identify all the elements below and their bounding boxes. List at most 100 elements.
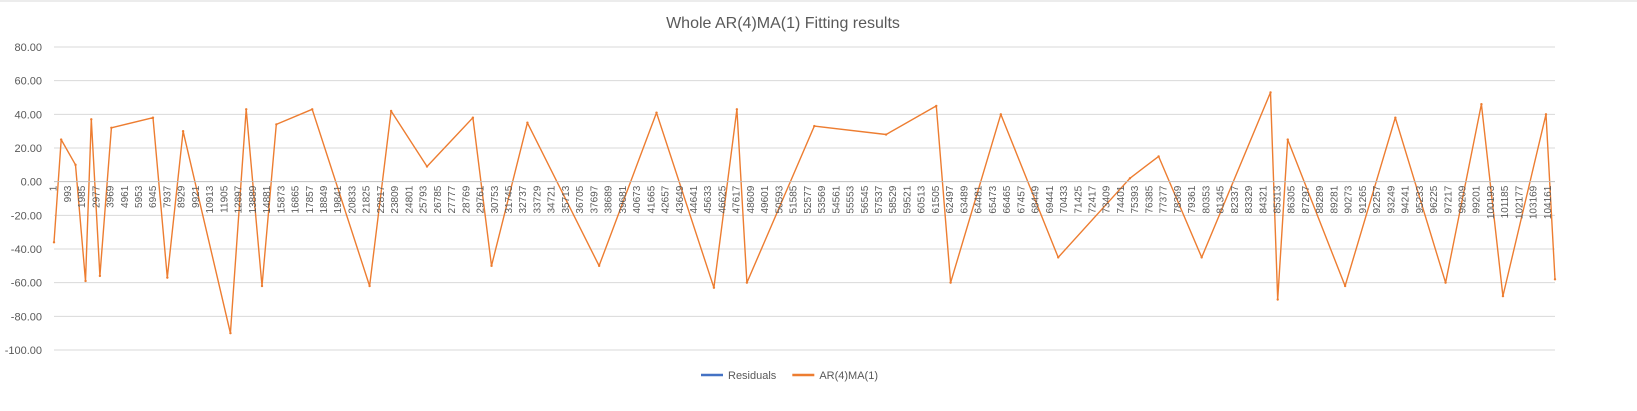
x-tick-label: 104161 (1543, 185, 1554, 219)
x-tick-label: 92257 (1372, 185, 1383, 213)
x-tick-label: 46625 (718, 185, 729, 213)
x-tick-label: 78369 (1173, 185, 1184, 213)
data-point (1157, 155, 1160, 158)
x-tick-label: 61505 (931, 185, 942, 213)
data-point (98, 274, 102, 278)
data-point (275, 123, 278, 126)
x-tick-label: 41665 (646, 185, 657, 213)
x-tick-label: 34721 (547, 185, 558, 213)
x-tick-label: 56545 (860, 185, 871, 213)
x-tick-label: 43649 (675, 185, 686, 213)
x-tick-label: 64481 (974, 185, 985, 213)
data-point (389, 109, 393, 113)
x-tick-label: 84321 (1258, 185, 1269, 213)
x-tick-label: 74401 (1116, 185, 1127, 213)
x-tick-label: 49601 (760, 185, 771, 213)
x-tick-label: 66465 (1002, 185, 1013, 213)
x-tick-label: 62497 (945, 185, 956, 213)
data-point (1501, 294, 1505, 298)
x-tick-label: 1 (49, 185, 60, 191)
y-tick-label: 80.00 (14, 42, 42, 54)
x-tick-label: 51585 (789, 185, 800, 213)
data-point (1200, 256, 1203, 259)
x-tick-label: 75393 (1130, 185, 1141, 213)
data-point (1544, 113, 1548, 116)
x-tick-label: 16865 (291, 185, 302, 213)
x-tick-label: 35713 (561, 185, 572, 213)
x-tick-label: 55553 (846, 185, 857, 213)
x-tick-label: 39681 (618, 185, 629, 213)
x-tick-label: 32737 (518, 185, 529, 213)
x-tick-label: 25793 (419, 185, 430, 213)
x-tick-label: 38689 (604, 185, 615, 213)
x-tick-label: 58529 (888, 185, 899, 213)
x-tick-label: 81345 (1216, 185, 1227, 213)
x-tick-label: 79361 (1187, 185, 1198, 213)
data-point (884, 133, 888, 136)
data-point (735, 108, 739, 111)
data-point (655, 111, 658, 114)
data-point (1394, 116, 1397, 119)
x-tick-label: 40673 (632, 185, 643, 213)
x-tick-label: 87297 (1301, 185, 1312, 213)
x-tick-label: 71425 (1073, 185, 1084, 213)
x-tick-label: 99201 (1472, 185, 1483, 213)
x-tick-label: 6945 (148, 185, 159, 208)
x-tick-label: 11905 (219, 185, 230, 213)
x-tick-label: 89281 (1329, 185, 1340, 213)
x-tick-label: 44641 (689, 185, 700, 213)
data-point (245, 108, 248, 111)
data-point (1480, 103, 1483, 106)
data-point (229, 331, 232, 335)
x-tick-label: 60513 (917, 185, 928, 213)
y-tick-label: -80.00 (11, 311, 42, 323)
x-tick-label: 67457 (1016, 185, 1027, 213)
x-tick-label: 14881 (262, 185, 273, 213)
x-tick-label: 102177 (1514, 185, 1525, 219)
x-tick-label: 57537 (874, 185, 885, 213)
legend-label: Residuals (728, 370, 777, 382)
x-tick-label: 90273 (1344, 185, 1355, 213)
x-tick-label: 93249 (1386, 185, 1397, 213)
x-tick-label: 52577 (803, 185, 814, 213)
x-tick-label: 94241 (1401, 185, 1412, 213)
x-tick-label: 29761 (476, 185, 487, 213)
data-point (813, 124, 816, 128)
x-tick-label: 7937 (163, 185, 174, 208)
x-tick-label: 80353 (1201, 185, 1212, 213)
x-tick-label: 70433 (1059, 185, 1070, 213)
data-point (745, 281, 749, 284)
data-point (597, 264, 601, 268)
x-tick-label: 88289 (1315, 185, 1326, 213)
data-point (1128, 177, 1132, 180)
x-tick-label: 23809 (390, 185, 401, 213)
x-tick-label: 17857 (305, 185, 316, 213)
x-tick-label: 101185 (1500, 185, 1511, 218)
data-point (110, 126, 113, 129)
x-tick-label: 19841 (333, 185, 344, 213)
x-tick-label: 53569 (817, 185, 828, 213)
x-tick-label: 54561 (831, 185, 842, 213)
x-tick-label: 59521 (903, 185, 914, 213)
data-point (1553, 278, 1557, 281)
x-tick-label: 26785 (433, 185, 444, 213)
x-tick-label: 37697 (589, 185, 600, 213)
x-tick-label: 4961 (120, 185, 131, 208)
x-tick-label: 76385 (1144, 185, 1155, 213)
data-point (166, 276, 169, 279)
x-tick-label: 48609 (746, 185, 757, 213)
x-tick-label: 68449 (1031, 185, 1042, 213)
x-tick-label: 28769 (461, 185, 472, 213)
x-tick-label: 72417 (1088, 185, 1099, 213)
data-point (151, 116, 155, 119)
x-tick-label: 1985 (77, 185, 88, 208)
data-point (526, 121, 529, 124)
x-tick-label: 65473 (988, 185, 999, 213)
data-point (74, 163, 77, 167)
data-point (84, 279, 87, 283)
x-tick-label: 73409 (1102, 185, 1113, 213)
data-point (1343, 284, 1347, 288)
x-tick-label: 13889 (248, 185, 259, 213)
data-point (311, 108, 314, 111)
